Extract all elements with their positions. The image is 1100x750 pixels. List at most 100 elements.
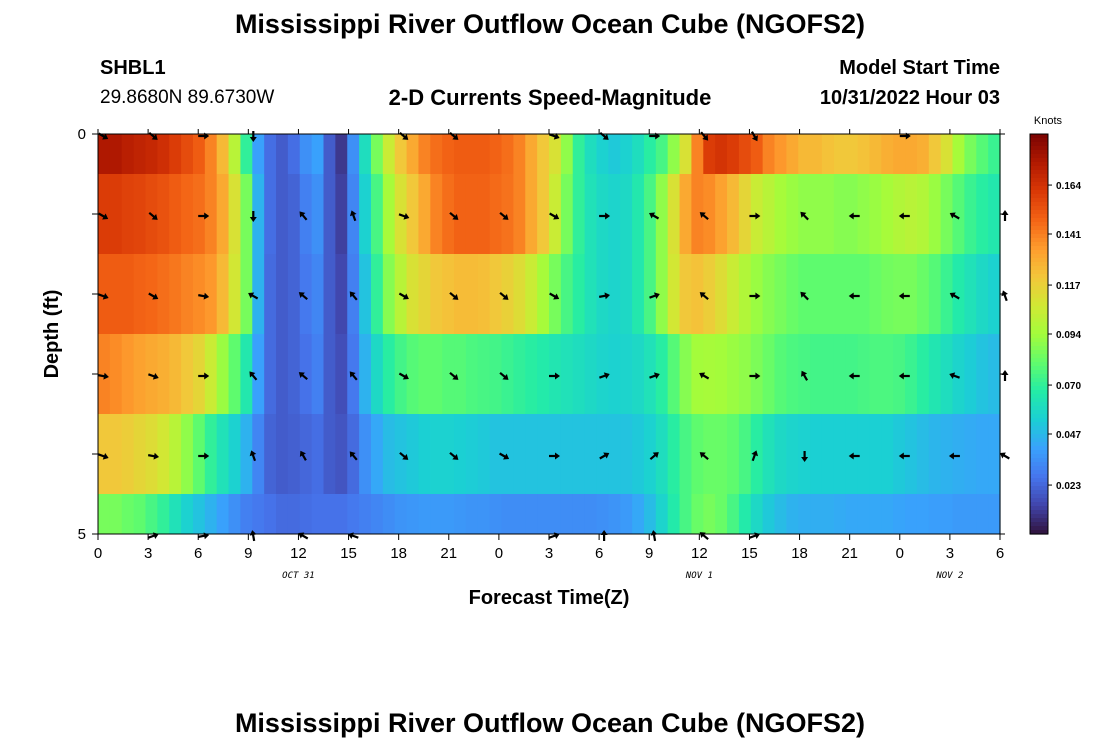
colorbar-swatch <box>1030 246 1048 251</box>
heatmap-cell <box>181 334 194 414</box>
current-arrow <box>198 372 210 380</box>
heatmap-cell <box>560 494 574 534</box>
heatmap-cell <box>252 134 265 174</box>
heatmap-cell <box>442 494 455 534</box>
heatmap-cell <box>715 414 728 494</box>
heatmap-cell <box>928 174 942 254</box>
heatmap-cell <box>786 334 799 414</box>
heatmap-cell <box>584 494 598 534</box>
colorbar-tick-label: 0.070 <box>1056 381 1081 392</box>
heatmap-cell <box>584 334 598 414</box>
current-arrow <box>499 371 509 380</box>
colorbar-swatch <box>1030 150 1048 155</box>
heatmap-cell <box>98 134 111 174</box>
heatmap-cell <box>109 494 123 534</box>
heatmap-cell <box>192 494 206 534</box>
colorbar-swatch <box>1030 262 1048 267</box>
heatmap-cell <box>620 334 633 414</box>
heatmap-cell <box>798 134 811 174</box>
heatmap-cell <box>311 254 325 334</box>
heatmap-cell <box>489 174 503 254</box>
heatmap-cell <box>252 414 265 494</box>
x-tick-label: 9 <box>244 545 252 562</box>
colorbar-swatch <box>1030 214 1048 219</box>
colorbar-swatch <box>1030 506 1048 511</box>
heatmap-cell <box>287 174 301 254</box>
heatmap-cell <box>228 494 242 534</box>
heatmap-cell <box>893 254 906 334</box>
current-arrow <box>349 291 358 301</box>
heatmap-cell <box>109 134 123 174</box>
current-arrow <box>649 292 660 299</box>
heatmap-cell <box>643 334 657 414</box>
x-tick-label: 18 <box>390 545 407 562</box>
current-arrow <box>848 452 860 460</box>
current-arrow <box>349 451 358 461</box>
colorbar-swatch <box>1030 458 1048 463</box>
station-id: SHBL1 <box>100 57 166 79</box>
heatmap-cell <box>537 334 550 414</box>
heatmap-cell <box>738 334 752 414</box>
heatmap-cell <box>549 254 562 334</box>
heatmap-cell <box>940 494 954 534</box>
heatmap-cell <box>181 494 194 534</box>
heatmap-cell <box>667 334 681 414</box>
x-axis: 0 3 6 9 12 15 18 21 0 3 6 9 12 15 18 21 0 3 6 OCT 31 NOV 1 NO… <box>94 129 1004 581</box>
colorbar-swatch <box>1030 434 1048 439</box>
x-tick-label: 0 <box>896 545 904 562</box>
heatmap-cell <box>667 134 681 174</box>
heatmap-cell <box>335 494 348 534</box>
y-axis-label: Depth (ft) <box>41 290 63 379</box>
colorbar-swatch <box>1030 398 1048 403</box>
colorbar-swatch <box>1030 318 1048 323</box>
colorbar-swatch <box>1030 270 1048 275</box>
heatmap-cell <box>833 134 847 174</box>
heatmap-cell <box>406 174 420 254</box>
heatmap-cell <box>525 494 538 534</box>
current-arrow <box>198 452 210 460</box>
x-tick-label: 0 <box>94 545 102 562</box>
heatmap-cell <box>940 334 954 414</box>
heatmap-cell <box>537 134 550 174</box>
heatmap-cell <box>952 174 965 254</box>
heatmap-cell <box>905 494 918 534</box>
heatmap-cell <box>418 494 431 534</box>
heatmap-cell <box>810 414 823 494</box>
heatmap-cell <box>655 254 669 334</box>
heatmap-cell <box>905 254 918 334</box>
heatmap-cell <box>940 414 954 494</box>
heatmap-cell <box>655 134 669 174</box>
heatmap-cell <box>240 494 253 534</box>
heatmap-cell <box>489 134 503 174</box>
heatmap-cell <box>501 414 514 494</box>
heatmap-cell <box>442 414 455 494</box>
heatmap-cell <box>952 334 965 414</box>
heatmap-cell <box>608 174 621 254</box>
heatmap-cell <box>833 334 847 414</box>
page-title: Mississippi River Outflow Ocean Cube (NG… <box>234 9 866 39</box>
heatmap-cell <box>311 334 325 414</box>
colorbar-swatch <box>1030 286 1048 291</box>
heatmap-cell <box>940 134 954 174</box>
colorbar-swatch <box>1030 178 1048 183</box>
x-tick-label: 3 <box>545 545 553 562</box>
heatmap-cell <box>133 414 147 494</box>
heatmap-cell <box>418 334 431 414</box>
colorbar-swatch <box>1030 430 1048 435</box>
heatmap-cell <box>228 174 242 254</box>
heatmap-cell <box>347 494 360 534</box>
colorbar-swatch <box>1030 438 1048 443</box>
heatmap-cell <box>952 414 965 494</box>
colorbar-swatch <box>1030 354 1048 359</box>
current-arrow <box>349 371 358 381</box>
heatmap-cell <box>276 414 289 494</box>
heatmap-cell <box>632 134 645 174</box>
colorbar-swatch <box>1030 226 1048 231</box>
heatmap-cell <box>169 174 182 254</box>
heatmap-cell <box>489 334 503 414</box>
colorbar-swatch <box>1030 218 1048 223</box>
heatmap-cell <box>810 254 823 334</box>
heatmap-cell <box>667 414 681 494</box>
heatmap-cell <box>465 254 479 334</box>
colorbar-swatch <box>1030 490 1048 495</box>
